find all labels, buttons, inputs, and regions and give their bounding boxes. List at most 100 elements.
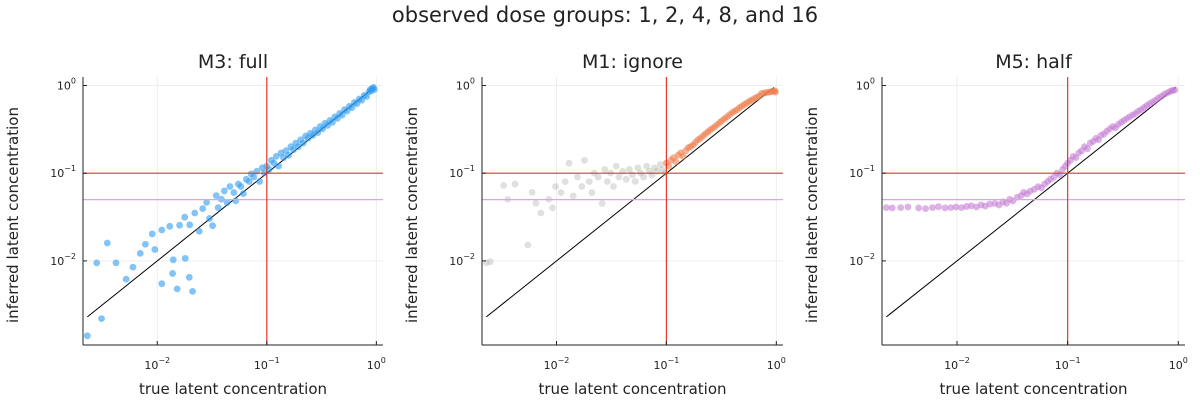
panel-title: M5: half xyxy=(995,51,1073,73)
x-tick-label: 10−1 xyxy=(254,356,280,372)
data-point xyxy=(941,204,949,212)
panel-title: M3: full xyxy=(198,51,268,73)
data-point xyxy=(679,152,687,160)
x-tick-label: 10−2 xyxy=(144,356,170,372)
data-point xyxy=(186,221,194,229)
data-point xyxy=(206,215,213,222)
y-tick-label-base: 10 xyxy=(849,255,863,268)
data-point xyxy=(656,161,664,168)
data-point xyxy=(314,129,322,137)
data-point xyxy=(578,183,586,190)
data-point xyxy=(129,263,137,271)
data-point xyxy=(93,259,101,267)
data-point xyxy=(285,151,292,159)
data-point xyxy=(166,222,174,230)
data-point xyxy=(232,197,240,205)
data-point xyxy=(625,166,633,173)
x-tick-label: 100 xyxy=(767,356,786,372)
data-point xyxy=(181,213,189,221)
data-point xyxy=(294,143,302,151)
data-point xyxy=(239,190,247,198)
data-point xyxy=(176,221,184,229)
x-tick-label-base: 10 xyxy=(144,359,158,372)
x-tick-label: 10−1 xyxy=(654,356,680,372)
data-point xyxy=(265,166,273,173)
data-point xyxy=(1171,86,1179,94)
x-tick-label-exp: −1 xyxy=(268,356,280,365)
data-point xyxy=(151,246,159,253)
x-tick-label-base: 10 xyxy=(767,359,781,372)
data-point xyxy=(158,226,166,234)
data-point xyxy=(185,273,193,281)
x-tick-label-exp: −2 xyxy=(158,356,170,365)
x-axis-label: true latent concentration xyxy=(139,380,327,398)
y-axis-label: inferred latent concentration xyxy=(403,107,421,323)
data-point xyxy=(486,258,494,266)
y-tick-label-exp: 0 xyxy=(71,76,76,85)
x-axis-label: true latent concentration xyxy=(939,380,1127,398)
x-tick-label-base: 10 xyxy=(944,359,958,372)
data-point xyxy=(640,173,647,181)
data-point xyxy=(915,204,923,212)
x-tick-label-exp: −2 xyxy=(958,356,970,365)
data-point xyxy=(103,239,111,247)
data-point xyxy=(158,280,166,288)
data-point xyxy=(594,173,602,181)
data-point xyxy=(290,146,297,154)
data-point xyxy=(122,275,130,283)
y-tick-label: 100 xyxy=(456,76,475,92)
data-point xyxy=(631,178,639,185)
data-point xyxy=(968,202,975,210)
data-point xyxy=(986,200,994,208)
panel-title: M1: ignore xyxy=(582,51,683,73)
x-tick-label-exp: 0 xyxy=(381,356,386,365)
data-point xyxy=(557,189,565,196)
identity-line xyxy=(886,87,1177,318)
y-tick-label: 10−1 xyxy=(849,164,875,180)
data-point xyxy=(98,315,105,322)
figure-suptitle: observed dose groups: 1, 2, 4, 8, and 16 xyxy=(392,3,818,27)
data-point xyxy=(601,166,609,173)
data-point xyxy=(371,86,378,93)
data-point xyxy=(309,131,317,139)
y-tick-label-exp: −1 xyxy=(64,164,76,173)
data-point xyxy=(615,173,623,181)
data-point xyxy=(524,241,532,249)
y-tick-label-base: 10 xyxy=(57,79,71,92)
y-tick-label-base: 10 xyxy=(50,255,64,268)
data-point xyxy=(610,183,617,190)
x-axis-label: true latent concentration xyxy=(538,380,726,398)
y-tick-label-exp: 0 xyxy=(870,76,875,85)
x-tick-label: 100 xyxy=(367,356,386,372)
data-point xyxy=(136,249,144,257)
data-point xyxy=(250,173,258,181)
x-tick-label-exp: −1 xyxy=(1069,356,1081,365)
data-point xyxy=(195,227,203,235)
data-point xyxy=(112,259,120,267)
y-tick-label-base: 10 xyxy=(856,79,870,92)
y-tick-label-base: 10 xyxy=(449,255,463,268)
data-point xyxy=(565,159,573,167)
data-point xyxy=(628,171,636,179)
y-tick-label-exp: −1 xyxy=(863,164,875,173)
x-tick-label-base: 10 xyxy=(1169,359,1183,372)
y-tick-label-exp: −2 xyxy=(863,252,875,261)
data-point xyxy=(223,199,231,207)
data-point xyxy=(634,164,642,172)
x-tick-label-exp: 0 xyxy=(1183,356,1188,365)
x-tick-label: 10−2 xyxy=(544,356,570,372)
data-point xyxy=(209,222,216,230)
data-point xyxy=(528,188,536,196)
data-point xyxy=(659,166,666,173)
data-point xyxy=(622,175,630,183)
data-point xyxy=(203,198,210,206)
data-point xyxy=(532,199,540,207)
x-tick-label-base: 10 xyxy=(1055,359,1069,372)
y-tick-label-base: 10 xyxy=(50,167,64,180)
x-tick-label-base: 10 xyxy=(367,359,381,372)
data-point xyxy=(581,156,588,164)
data-point xyxy=(511,180,519,188)
y-tick-label-base: 10 xyxy=(849,167,863,180)
